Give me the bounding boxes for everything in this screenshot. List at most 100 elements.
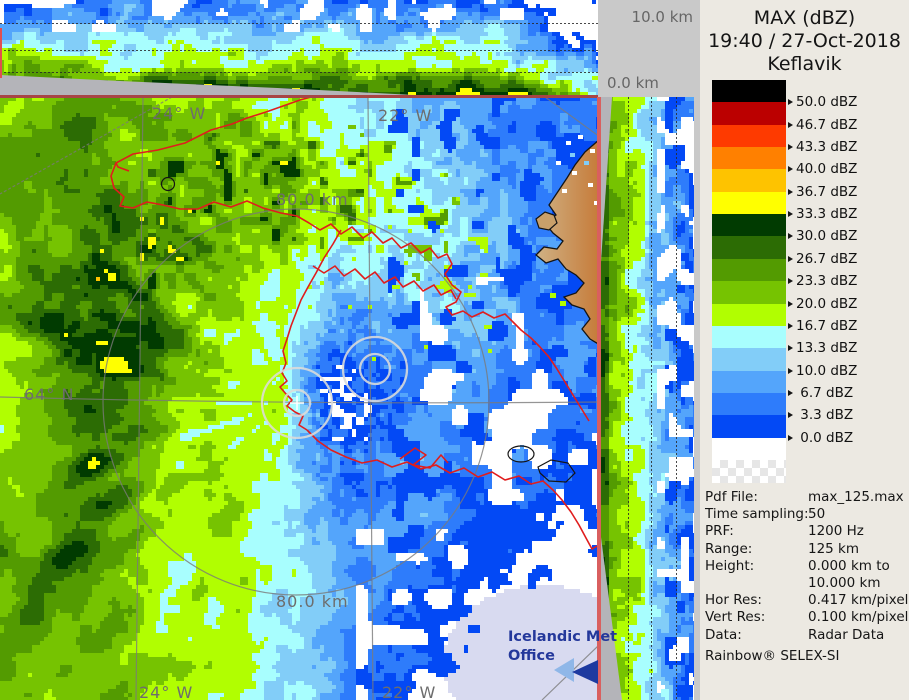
legend-tick-arrow-icon [788, 166, 793, 173]
island-outline [535, 211, 558, 231]
info-row: Data: Radar Data [705, 627, 905, 644]
info-row: Pdf File: max_125.max [705, 489, 905, 506]
parallel-64n-line [0, 396, 600, 404]
top-height-profile-canvas [0, 0, 598, 97]
legend-entry-label: 46.7 dBZ [796, 116, 858, 133]
info-row: Hor Res: 0.417 km/pixel [705, 592, 908, 609]
legend-tick-arrow-icon [788, 188, 793, 195]
land-area [535, 138, 600, 346]
colorbar-block [712, 392, 786, 416]
legend-tick-arrow-icon [788, 99, 793, 106]
info-row: Range: 125 km [705, 541, 905, 558]
legend-entry-label: 36.7 dBZ [796, 183, 858, 200]
legend-entry-label: 0.0 dBZ [796, 429, 854, 446]
colorbar-block [712, 325, 786, 349]
meridian-22w-line [367, 97, 374, 700]
info-row-value: 0.100 km/pixel [808, 609, 909, 626]
colorbar-block [712, 80, 786, 103]
legend-entry: 10.0 dBZ [788, 363, 857, 379]
legend-entry: 3.3 dBZ [788, 407, 853, 423]
legend-tick-arrow-icon [788, 233, 793, 240]
range-ring-80km [102, 208, 490, 596]
legend-entry-label: 40.0 dBZ [796, 161, 858, 178]
info-row-value: 10.000 km [808, 575, 881, 591]
info-row-label: Time sampling: [705, 506, 809, 523]
product-title: MAX (dBZ) [753, 7, 856, 29]
legend-tick-arrow-icon [788, 144, 793, 151]
legend-entry-label: 23.3 dBZ [796, 273, 858, 290]
info-row: PRF: 1200 Hz [705, 523, 905, 540]
map-frame-top [0, 95, 600, 98]
radar-map-canvas[interactable] [0, 97, 600, 700]
legend-tick-arrow-icon [788, 322, 793, 329]
coastline-overlay [110, 97, 598, 550]
info-row: Height: 0.000 km to [705, 558, 905, 575]
info-row-label: Vert Res: [705, 609, 766, 626]
product-datetime: 19:40 / 27-Oct-2018 [708, 30, 901, 52]
right-strip-gap [694, 97, 700, 700]
legend-panel: MAX (dBZ) 19:40 / 27-Oct-2018 Keflavik 5… [700, 0, 909, 700]
legend-entry: 26.7 dBZ [788, 251, 857, 267]
colorbar-block [712, 303, 786, 327]
info-row-value: 50 [808, 506, 826, 523]
site-name: Keflavik [767, 53, 842, 75]
colorbar-block [712, 102, 786, 126]
info-row: 10.000 km [705, 575, 905, 592]
legend-entry: 23.3 dBZ [788, 273, 857, 289]
legend-tick-arrow-icon [788, 412, 793, 419]
colorbar-block [712, 124, 786, 148]
colorbar-block [712, 348, 786, 372]
info-row-value: 0.000 km to [808, 557, 890, 574]
legend-entry-label: 20.0 dBZ [796, 295, 858, 312]
colorbar-block [712, 281, 786, 304]
radar-site-cross [290, 396, 304, 410]
info-row-label: Hor Res: [705, 592, 762, 609]
info-row: Vert Res: 0.100 km/pixel [705, 609, 909, 626]
legend-tick-arrow-icon [788, 389, 793, 396]
graticule [0, 97, 600, 700]
info-row-label: Height: [705, 557, 755, 574]
airport-rings [260, 335, 409, 440]
legend-entry-label: 6.7 dBZ [796, 384, 854, 401]
info-row-label: Data: [705, 626, 742, 643]
colorbar-block [712, 147, 786, 170]
legend-entry: 46.7 dBZ [788, 117, 857, 133]
legend-entry-label: 43.3 dBZ [796, 139, 858, 156]
legend-entry-label: 26.7 dBZ [796, 250, 858, 267]
info-row-value: max_125.max [808, 489, 904, 505]
legend-tick-arrow-icon [788, 278, 793, 285]
colorbar-transparent-block [712, 459, 786, 483]
meridian-24w-line [135, 97, 144, 700]
info-row-value: 1200 Hz [808, 523, 864, 540]
sector-boundary-bottomright [541, 643, 600, 700]
lake-outlines [160, 176, 576, 483]
legend-entry: 50.0 dBZ [788, 94, 857, 110]
legend-entry-label: 33.3 dBZ [796, 206, 858, 223]
legend-tick-arrow-icon [788, 345, 793, 352]
colorbar-block [712, 437, 786, 461]
legend-entry: 6.7 dBZ [788, 385, 853, 401]
profile-axis-corner: 10.0 km 0.0 km [598, 0, 700, 97]
colorbar-block [712, 236, 786, 260]
colorbar-block [712, 191, 786, 215]
sector-boundary-topright [544, 97, 600, 138]
legend-entry-label: 3.3 dBZ [796, 407, 854, 424]
legend-entry: 13.3 dBZ [788, 340, 857, 356]
colorbar-block [712, 169, 786, 193]
legend-entry-label: 10.0 dBZ [796, 362, 858, 379]
info-row-label: Pdf File: [705, 489, 758, 505]
profile-axis-max-label: 10.0 km [631, 8, 693, 26]
legend-entry: 0.0 dBZ [788, 430, 853, 446]
legend-tick-arrow-icon [788, 434, 793, 441]
colorbar-block [712, 415, 786, 439]
legend-tick-arrow-icon [788, 367, 793, 374]
colorbar-block [712, 258, 786, 282]
land-speckles [550, 135, 599, 306]
legend-entry: 36.7 dBZ [788, 184, 857, 200]
legend-entry-label: 16.7 dBZ [796, 317, 858, 334]
legend-entry-label: 13.3 dBZ [796, 340, 858, 357]
legend-tick-arrow-icon [788, 300, 793, 307]
profile-axis-min-label: 0.0 km [607, 74, 659, 92]
info-row: Time sampling: 50 [705, 506, 905, 523]
legend-entry: 43.3 dBZ [788, 139, 857, 155]
